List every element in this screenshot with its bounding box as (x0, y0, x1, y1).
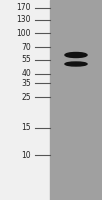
Text: 10: 10 (21, 150, 31, 160)
Text: 25: 25 (21, 92, 31, 102)
Text: 55: 55 (21, 55, 31, 64)
Text: 35: 35 (21, 78, 31, 88)
Text: 170: 170 (17, 3, 31, 12)
Ellipse shape (65, 62, 87, 66)
Bar (0, 0, 50, 200)
Text: 15: 15 (21, 123, 31, 132)
Text: 70: 70 (21, 43, 31, 51)
Ellipse shape (65, 52, 87, 58)
Text: 100: 100 (17, 28, 31, 38)
Text: 130: 130 (17, 16, 31, 24)
Text: 40: 40 (21, 70, 31, 78)
Bar (50, 0, 102, 200)
